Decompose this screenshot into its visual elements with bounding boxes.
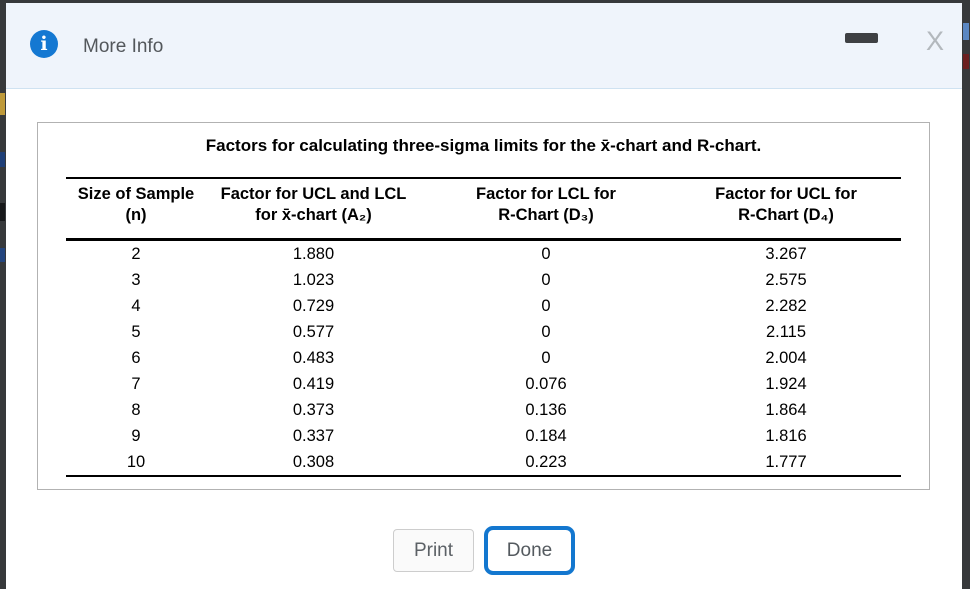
background-content-fragment: [963, 54, 969, 69]
table-header-row: Size of Sample (n) Factor for UCL and LC…: [66, 178, 901, 240]
table-row: 10 0.308 0.223 1.777: [66, 449, 901, 476]
column-header-line: Factor for UCL and LCL: [220, 185, 407, 203]
print-button[interactable]: Print: [393, 529, 474, 572]
table-cell: 2.115: [765, 323, 807, 341]
table-cell: 3.267: [765, 245, 807, 263]
background-content-fragment: [0, 152, 5, 167]
column-header-d4: Factor for UCL for R-Chart (D₄): [671, 178, 901, 240]
table-row: 4 0.729 0 2.282: [66, 293, 901, 319]
table-cell: 2.004: [765, 349, 807, 367]
table-row: 7 0.419 0.076 1.924: [66, 371, 901, 397]
table-cell: 4: [131, 297, 141, 315]
column-header-line: (n): [125, 206, 147, 224]
table-cell: 1.023: [292, 271, 335, 289]
table-cell: 1.880: [292, 245, 335, 263]
table-cell: 1.864: [765, 401, 807, 419]
column-header-sample-size: Size of Sample (n): [66, 178, 206, 240]
table-row: 3 1.023 0 2.575: [66, 267, 901, 293]
table-cell: 2.282: [765, 297, 807, 315]
table-cell: 5: [131, 323, 141, 341]
table-row: 9 0.337 0.184 1.816: [66, 423, 901, 449]
table-cell: 9: [131, 427, 141, 445]
table-cell: 10: [126, 453, 146, 471]
column-header-line: R-Chart (D₃): [498, 206, 594, 224]
table-cell: 0.136: [525, 401, 567, 419]
table-cell: 0.419: [292, 375, 335, 393]
close-icon[interactable]: X: [925, 26, 944, 56]
table-cell: 0.076: [525, 375, 567, 393]
table-cell: 0.483: [292, 349, 335, 367]
table-row: 8 0.373 0.136 1.864: [66, 397, 901, 423]
table-cell: 0.223: [525, 453, 567, 471]
table-cell: 2.575: [765, 271, 807, 289]
table-cell: 0: [541, 271, 551, 289]
background-content-fragment: [0, 248, 5, 262]
table-cell: 0.373: [292, 401, 335, 419]
table-cell: 2: [131, 245, 141, 263]
table-cell: 0.577: [292, 323, 335, 341]
table-cell: 3: [131, 271, 141, 289]
done-button[interactable]: Done: [484, 526, 575, 575]
table-title: Factors for calculating three-sigma limi…: [205, 136, 762, 155]
table-row: 2 1.880 0 3.267: [66, 240, 901, 268]
column-header-line: Factor for LCL for: [476, 185, 616, 203]
info-icon: i: [30, 30, 58, 58]
minimize-button[interactable]: [845, 33, 878, 43]
table-cell: 0: [541, 349, 551, 367]
table-cell: 0.308: [292, 453, 335, 471]
background-content-fragment: [0, 93, 5, 115]
table-cell: 0: [541, 323, 551, 341]
table-row: 6 0.483 0 2.004: [66, 345, 901, 371]
factors-table-panel: Factors for calculating three-sigma limi…: [37, 122, 930, 490]
table-cell: 0.184: [525, 427, 567, 445]
dialog-button-row: Print Done: [6, 526, 962, 575]
background-content-fragment: [963, 23, 969, 40]
column-header-line: Size of Sample: [77, 185, 195, 203]
dialog-header: i More Info X: [6, 3, 962, 89]
column-header-d3: Factor for LCL for R-Chart (D₃): [421, 178, 671, 240]
table-cell: 0.337: [292, 427, 335, 445]
table-cell: 0: [541, 245, 551, 263]
table-cell: 7: [131, 375, 141, 393]
background-content-fragment: [0, 203, 5, 221]
dialog-title: More Info: [83, 36, 164, 57]
table-cell: 6: [131, 349, 141, 367]
column-header-a2: Factor for UCL and LCL for x̄-chart (A₂): [206, 178, 421, 240]
column-header-line: Factor for UCL for: [715, 185, 857, 203]
more-info-dialog: i More Info X Factors for calculating th…: [6, 3, 962, 589]
column-header-line: R-Chart (D₄): [738, 206, 834, 224]
column-header-line: for x̄-chart (A₂): [255, 206, 372, 224]
table-cell: 1.777: [765, 453, 807, 471]
table-cell: 8: [131, 401, 141, 419]
table-cell: 1.816: [765, 427, 807, 445]
table-row: 5 0.577 0 2.115: [66, 319, 901, 345]
table-cell: 0.729: [292, 297, 335, 315]
table-cell: 0: [541, 297, 551, 315]
factors-table: Size of Sample (n) Factor for UCL and LC…: [66, 177, 901, 477]
table-cell: 1.924: [765, 375, 807, 393]
